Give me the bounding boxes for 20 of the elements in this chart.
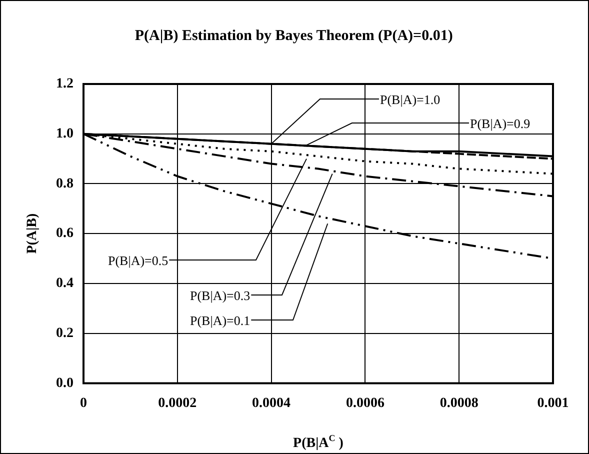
chart-title: P(A|B) Estimation by Bayes Theorem (P(A)=0.01) <box>134 28 453 44</box>
annotation: P(B|A)=1.0 <box>380 92 440 107</box>
x-tick-label: 0.001 <box>537 396 569 412</box>
x-tick-label: 0.0006 <box>346 396 384 412</box>
y-tick-label: 1.2 <box>56 76 74 92</box>
y-axis-title: P(A|B) <box>25 213 40 254</box>
annotation: P(B|A)=0.9 <box>470 116 530 131</box>
y-tick-label: 1.0 <box>56 126 74 142</box>
y-tick-label: 0.4 <box>56 276 74 292</box>
y-tick-label: 0.0 <box>56 376 74 391</box>
x-tick-label: 0 <box>80 396 87 412</box>
y-tick-label: 0.2 <box>56 326 74 341</box>
x-tick-label: 0.0004 <box>252 396 291 412</box>
y-tick-label: 0.6 <box>56 226 74 242</box>
annotation: P(B|A)=0.1 <box>190 313 250 328</box>
x-tick-label: 0.0008 <box>440 396 478 412</box>
annotation: P(B|A)=0.5 <box>108 253 168 268</box>
x-tick-label: 0.0002 <box>158 396 197 412</box>
y-tick-label: 0.8 <box>56 176 74 192</box>
annotation: P(B|A)=0.3 <box>190 288 250 303</box>
